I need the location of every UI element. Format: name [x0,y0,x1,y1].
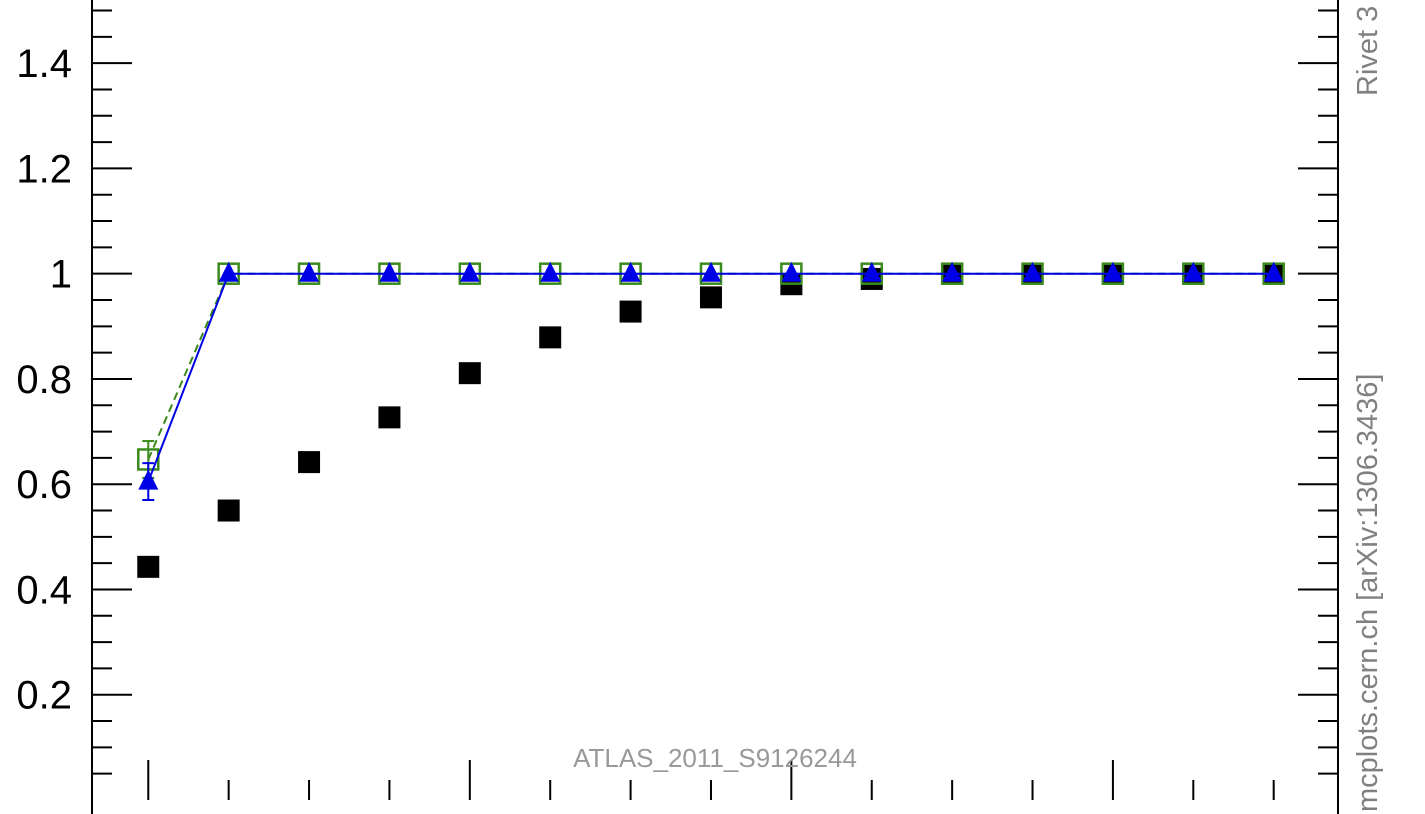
analysis-label: ATLAS_2011_S9126244 [573,743,857,773]
data-point [539,326,562,349]
data-point [781,261,802,282]
data-point [942,261,963,282]
data-point [379,261,400,282]
data-point [458,362,481,385]
data-point [459,261,480,282]
data-point [137,555,160,578]
data-point [1183,261,1204,282]
data-point [217,499,240,522]
series-3 [138,261,1284,501]
data-point [299,261,319,282]
y-tick-label: 0.6 [16,463,72,507]
data-point [620,261,641,282]
data-point [378,406,401,429]
axes [91,0,1339,814]
data-point [1022,261,1043,282]
data-point [218,261,239,282]
data-series [137,261,1285,578]
data-point [298,451,321,474]
data-point [619,300,642,323]
y-tick-label: 0.2 [16,674,72,718]
y-tick-label: 0.4 [16,568,72,612]
data-point [1263,261,1284,282]
side-label-mcplots: mcplots.cern.ch [arXiv:1306.3436] [1352,374,1384,812]
data-point [1102,261,1123,282]
y-tick-label: 1.2 [16,147,72,191]
series-1 [137,262,1285,578]
data-point [699,286,722,309]
data-point [138,469,159,490]
y-tick-label: 1 [50,253,72,297]
data-point [540,261,561,282]
tick-marks [92,9,1338,800]
data-point [861,261,882,282]
side-label-rivet: Rivet 3 [1352,6,1384,96]
y-tick-labels: 0.2 0.4 0.6 0.8 1 1.2 1.4 [16,42,72,718]
y-tick-label: 1.4 [16,42,72,86]
y-tick-label: 0.8 [16,358,72,402]
data-point [701,261,721,282]
